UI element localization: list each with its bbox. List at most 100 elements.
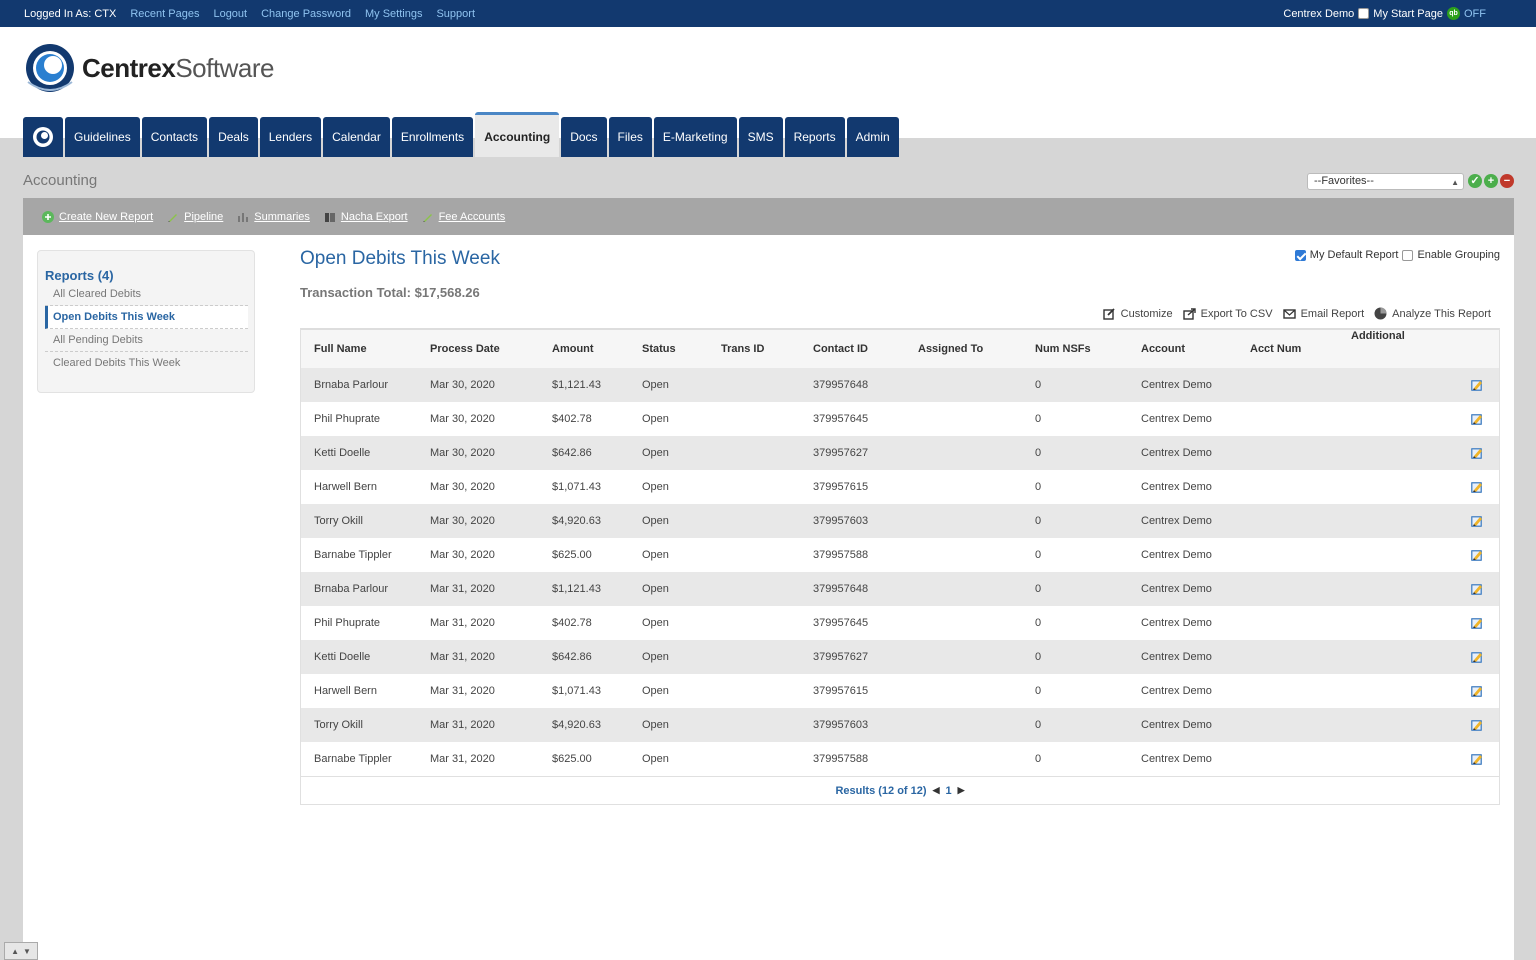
table-row[interactable]: Ketti Doelle Mar 31, 2020 $642.86 Open 37995…	[301, 640, 1499, 674]
edit-icon[interactable]	[1470, 514, 1484, 528]
export-csv-button[interactable]: Export To CSV	[1182, 307, 1273, 320]
table-cell: Open	[642, 379, 669, 391]
column-header[interactable]: Process Date	[430, 343, 500, 355]
table-row[interactable]: Barnabe Tippler Mar 31, 2020 $625.00 Open 37…	[301, 742, 1499, 776]
edit-icon[interactable]	[1470, 548, 1484, 562]
edit-icon[interactable]	[1470, 752, 1484, 766]
transaction-total: Transaction Total: $17,568.26	[300, 285, 480, 300]
page-number[interactable]: 1	[945, 784, 952, 797]
favorite-confirm-icon[interactable]: ✓	[1468, 174, 1482, 188]
scroll-up-icon[interactable]: ▲	[11, 946, 19, 956]
logged-in-label: Logged In As: CTX	[24, 8, 117, 20]
tab-deals[interactable]: Deals	[209, 117, 258, 157]
edit-icon[interactable]	[1470, 412, 1484, 426]
scroll-down-icon[interactable]: ▼	[23, 946, 31, 956]
company-logo[interactable]: CentrexSoftware	[24, 42, 274, 94]
report-item-cleared-debits-this-week[interactable]: Cleared Debits This Week	[53, 357, 181, 369]
logout-link[interactable]: Logout	[213, 8, 248, 20]
report-tools: Customize Export To CSV Email Report Ana…	[1102, 307, 1491, 320]
column-header[interactable]: Acct Num	[1250, 343, 1302, 355]
change-password-link[interactable]: Change Password	[261, 8, 351, 20]
my-settings-link[interactable]: My Settings	[365, 8, 423, 20]
favorite-remove-icon[interactable]: −	[1500, 174, 1514, 188]
tab-accounting[interactable]: Accounting	[475, 112, 560, 157]
results-count: Results (12 of 12)	[835, 784, 927, 797]
table-row[interactable]: Brnaba Parlour Mar 30, 2020 $1,121.43 Open 3…	[301, 368, 1499, 402]
pipeline-link[interactable]: Pipeline	[167, 211, 223, 223]
home-logo-icon	[33, 127, 53, 147]
table-row[interactable]: Harwell Bern Mar 30, 2020 $1,071.43 Open 379…	[301, 470, 1499, 504]
nacha-export-link[interactable]: Nacha Export	[324, 211, 408, 223]
tab-docs[interactable]: Docs	[561, 117, 607, 157]
email-report-button[interactable]: Email Report	[1282, 307, 1364, 320]
tab-sms[interactable]: SMS	[738, 117, 783, 157]
fee-accounts-link[interactable]: Fee Accounts	[422, 211, 505, 223]
table-cell: Centrex Demo	[1141, 651, 1212, 663]
edit-icon[interactable]	[1470, 650, 1484, 664]
enable-grouping-checkbox[interactable]	[1402, 249, 1414, 261]
table-row[interactable]: Torry Okill Mar 31, 2020 $4,920.63 Open 3799…	[301, 708, 1499, 742]
table-row[interactable]: Ketti Doelle Mar 30, 2020 $642.86 Open 37995…	[301, 436, 1499, 470]
table-cell: 0	[1035, 685, 1042, 697]
quickbooks-icon[interactable]: qb	[1447, 7, 1460, 20]
tab-e-marketing[interactable]: E-Marketing	[653, 117, 737, 157]
analyze-report-button[interactable]: Analyze This Report	[1374, 307, 1491, 320]
report-item-open-debits-this-week[interactable]: Open Debits This Week	[45, 306, 248, 329]
table-row[interactable]: Barnabe Tippler Mar 30, 2020 $625.00 Open 37…	[301, 538, 1499, 572]
tab-lenders[interactable]: Lenders	[259, 117, 322, 157]
column-header[interactable]: Trans ID	[721, 343, 765, 355]
table-cell: $642.86	[552, 651, 592, 663]
column-header[interactable]: Full Name	[314, 343, 367, 355]
tab-enrollments[interactable]: Enrollments	[391, 117, 474, 157]
table-cell: Phil Phuprate	[314, 617, 381, 629]
edit-icon[interactable]	[1470, 480, 1484, 494]
column-header[interactable]: Num NSFs	[1035, 343, 1091, 355]
table-row[interactable]: Phil Phuprate Mar 31, 2020 $402.78 Open 3799…	[301, 606, 1499, 640]
table-cell	[1338, 606, 1498, 640]
prev-page-icon[interactable]: ◀	[932, 785, 940, 795]
column-header[interactable]: Additional	[1351, 330, 1405, 342]
tab-guidelines[interactable]: Guidelines	[65, 117, 140, 157]
tab-reports[interactable]: Reports	[784, 117, 845, 157]
customize-button[interactable]: Customize	[1102, 307, 1173, 320]
favorite-add-icon[interactable]: +	[1484, 174, 1498, 188]
favorites-select[interactable]: --Favorites-- ▲	[1307, 173, 1464, 190]
default-report-checkbox[interactable]	[1294, 249, 1306, 261]
edit-icon[interactable]	[1470, 582, 1484, 596]
table-row[interactable]: Brnaba Parlour Mar 31, 2020 $1,121.43 Open 3…	[301, 572, 1499, 606]
support-link[interactable]: Support	[436, 8, 475, 20]
tab-contacts[interactable]: Contacts	[141, 117, 208, 157]
table-row[interactable]: Torry Okill Mar 30, 2020 $4,920.63 Open 3799…	[301, 504, 1499, 538]
start-page-checkbox[interactable]	[1358, 8, 1370, 19]
summaries-link[interactable]: Summaries	[237, 211, 310, 223]
column-header[interactable]: Account	[1141, 343, 1185, 355]
table-cell: 379957648	[813, 583, 869, 595]
table-cell	[1338, 572, 1498, 606]
scroll-toggle[interactable]: ▲ ▼	[4, 942, 38, 960]
edit-icon[interactable]	[1470, 616, 1484, 630]
edit-icon[interactable]	[1470, 718, 1484, 732]
table-cell: Ketti Doelle	[314, 651, 371, 663]
table-cell: 379957645	[813, 413, 869, 425]
column-header[interactable]: Status	[642, 343, 676, 355]
report-item-all-cleared-debits[interactable]: All Cleared Debits	[45, 283, 248, 306]
edit-icon[interactable]	[1470, 684, 1484, 698]
home-tab[interactable]	[23, 117, 63, 157]
report-item-all-pending-debits[interactable]: All Pending Debits	[45, 329, 248, 352]
add-circle-icon	[42, 210, 54, 223]
column-header[interactable]: Contact ID	[813, 343, 868, 355]
tab-admin[interactable]: Admin	[846, 117, 899, 157]
edit-icon[interactable]	[1470, 446, 1484, 460]
column-header[interactable]: Amount	[552, 343, 594, 355]
quickbooks-state[interactable]: OFF	[1464, 7, 1486, 20]
edit-icon[interactable]	[1470, 378, 1484, 392]
next-page-icon[interactable]: ▶	[957, 785, 965, 795]
recent-pages-link[interactable]: Recent Pages	[130, 8, 200, 20]
column-header[interactable]: Assigned To	[918, 343, 984, 355]
table-row[interactable]: Harwell Bern Mar 31, 2020 $1,071.43 Open 379…	[301, 674, 1499, 708]
tab-calendar[interactable]: Calendar	[323, 117, 390, 157]
table-row[interactable]: Phil Phuprate Mar 30, 2020 $402.78 Open 3799…	[301, 402, 1499, 436]
table-cell	[1338, 436, 1498, 470]
tab-files[interactable]: Files	[608, 117, 652, 157]
create-new-report-link[interactable]: Create New Report	[42, 210, 153, 223]
